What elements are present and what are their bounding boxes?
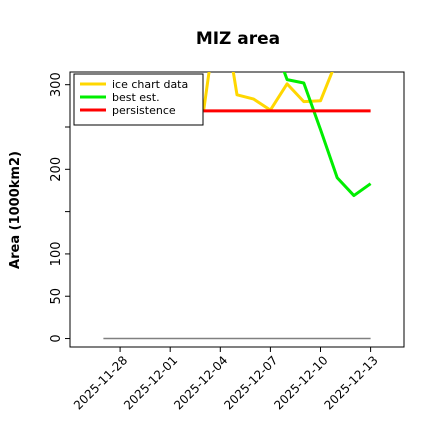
plot-frame (69, 71, 405, 348)
y-tick-label: 100 (49, 242, 64, 267)
y-tick-label: 300 (49, 72, 64, 97)
plot-lines (103, 72, 372, 340)
chart-title: MIZ area (196, 29, 280, 49)
legend-label: best est. (112, 91, 160, 104)
legend-label: ice chart data (112, 78, 188, 91)
y-tick-label: 50 (49, 288, 64, 305)
y-axis-label: Area (1000km2) (8, 151, 23, 269)
x-tick-label: 2025-12-13 (322, 353, 381, 412)
y-tick-label: 200 (49, 157, 64, 182)
series-line (282, 72, 372, 198)
y-tick-label: 0 (49, 334, 64, 342)
legend-label: persistence (112, 104, 176, 117)
series-line (202, 72, 334, 112)
